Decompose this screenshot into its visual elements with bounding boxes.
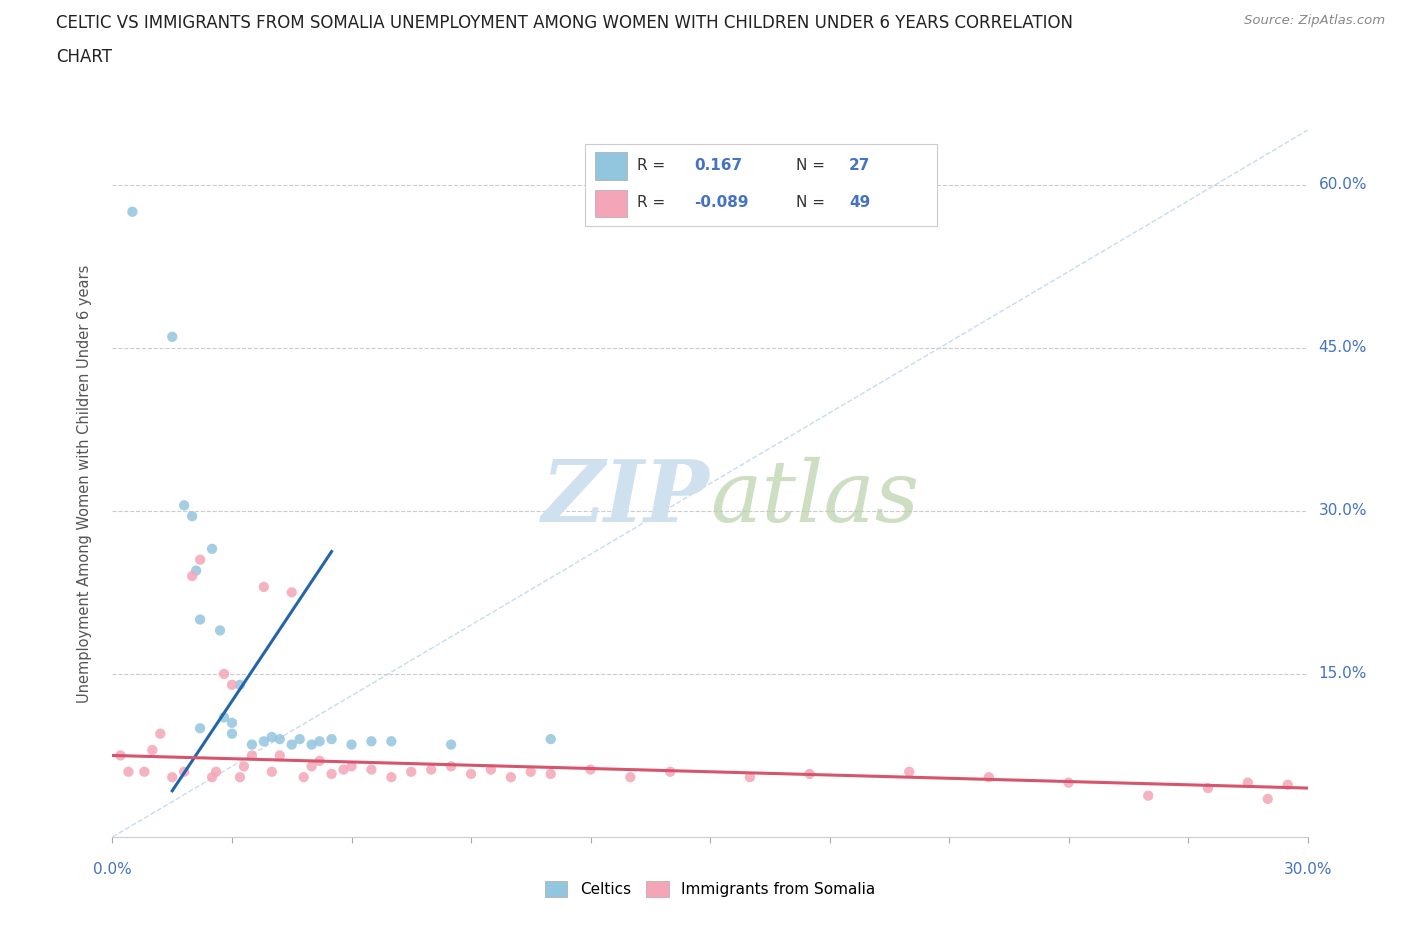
- Point: [440, 759, 463, 774]
- Point: [977, 770, 1000, 785]
- Point: [360, 734, 382, 749]
- Point: [229, 770, 252, 785]
- Point: [301, 737, 323, 752]
- Point: [340, 737, 363, 752]
- Point: [420, 763, 443, 777]
- Point: [212, 667, 235, 682]
- Point: [141, 742, 163, 757]
- Point: [308, 734, 330, 749]
- Point: [253, 579, 276, 594]
- Point: [1277, 777, 1299, 792]
- Point: [260, 764, 283, 779]
- Text: CHART: CHART: [56, 48, 112, 66]
- Point: [149, 726, 172, 741]
- Point: [288, 732, 311, 747]
- Text: 15.0%: 15.0%: [1319, 667, 1367, 682]
- Point: [260, 729, 283, 744]
- Point: [117, 764, 139, 779]
- Point: [659, 764, 682, 779]
- Point: [321, 732, 343, 747]
- Point: [188, 721, 211, 736]
- Point: [173, 498, 195, 512]
- Point: [188, 552, 211, 567]
- Point: [898, 764, 921, 779]
- Text: Source: ZipAtlas.com: Source: ZipAtlas.com: [1244, 14, 1385, 27]
- Point: [579, 763, 602, 777]
- Point: [460, 766, 482, 781]
- Point: [281, 737, 304, 752]
- Point: [110, 748, 132, 763]
- Point: [380, 770, 402, 785]
- Point: [205, 764, 228, 779]
- Point: [619, 770, 641, 785]
- Point: [229, 677, 252, 692]
- Point: [208, 623, 231, 638]
- Point: [121, 205, 143, 219]
- Point: [540, 766, 562, 781]
- Point: [201, 770, 224, 785]
- Point: [321, 766, 343, 781]
- Point: [269, 748, 291, 763]
- Point: [181, 568, 204, 583]
- Point: [212, 710, 235, 724]
- Point: [134, 764, 156, 779]
- Point: [799, 766, 821, 781]
- Point: [292, 770, 315, 785]
- Text: CELTIC VS IMMIGRANTS FROM SOMALIA UNEMPLOYMENT AMONG WOMEN WITH CHILDREN UNDER 6: CELTIC VS IMMIGRANTS FROM SOMALIA UNEMPL…: [56, 14, 1073, 32]
- Text: 30.0%: 30.0%: [1284, 862, 1331, 877]
- Point: [240, 737, 263, 752]
- Text: 45.0%: 45.0%: [1319, 340, 1367, 355]
- Point: [186, 564, 208, 578]
- Point: [1057, 776, 1080, 790]
- Text: ZIP: ZIP: [543, 456, 710, 539]
- Point: [221, 715, 243, 730]
- Point: [173, 764, 195, 779]
- Point: [201, 541, 224, 556]
- Text: 30.0%: 30.0%: [1319, 503, 1367, 518]
- Point: [401, 764, 423, 779]
- Point: [269, 732, 291, 747]
- Point: [1137, 789, 1160, 804]
- Point: [301, 759, 323, 774]
- Point: [188, 612, 211, 627]
- Point: [540, 732, 562, 747]
- Point: [499, 770, 522, 785]
- Point: [221, 726, 243, 741]
- Point: [253, 734, 276, 749]
- Point: [440, 737, 463, 752]
- Point: [162, 770, 183, 785]
- Point: [281, 585, 304, 600]
- Point: [221, 677, 243, 692]
- Legend: Celtics, Immigrants from Somalia: Celtics, Immigrants from Somalia: [538, 875, 882, 904]
- Point: [233, 759, 256, 774]
- Point: [162, 329, 183, 344]
- Point: [340, 759, 363, 774]
- Text: 60.0%: 60.0%: [1319, 177, 1367, 193]
- Point: [332, 763, 354, 777]
- Point: [520, 764, 543, 779]
- Point: [360, 763, 382, 777]
- Point: [240, 748, 263, 763]
- Point: [181, 509, 204, 524]
- Point: [1257, 791, 1279, 806]
- Y-axis label: Unemployment Among Women with Children Under 6 years: Unemployment Among Women with Children U…: [77, 264, 91, 703]
- Point: [1237, 776, 1260, 790]
- Text: atlas: atlas: [710, 457, 920, 539]
- Text: 0.0%: 0.0%: [93, 862, 132, 877]
- Point: [479, 763, 502, 777]
- Point: [308, 753, 330, 768]
- Point: [1197, 780, 1219, 795]
- Point: [380, 734, 402, 749]
- Point: [738, 770, 761, 785]
